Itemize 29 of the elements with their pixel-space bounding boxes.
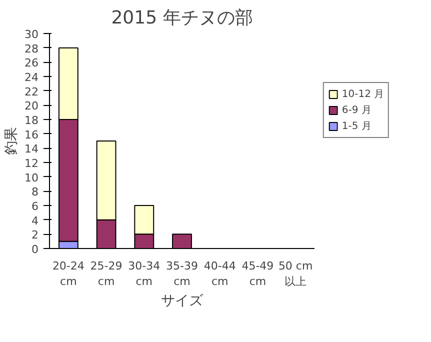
y-tick-label: 10 [24,171,39,184]
y-tick-label: 24 [24,71,39,84]
y-tick-label: 18 [24,114,39,127]
y-tick-label: 12 [24,157,39,170]
x-axis-title: サイズ [161,293,204,310]
x-tick-label: 35-39 cm [166,260,198,288]
y-tick-label: 16 [24,128,39,142]
y-tick-label: 4 [32,214,38,228]
chart-title: 2015 年チヌの部 [111,8,253,28]
y-tick-label: 2 [32,228,38,242]
x-tick-label: 20-24 cm [52,260,84,288]
y-tick-label: 28 [24,42,39,56]
y-axis-title: 釣果 [4,127,20,155]
y-tick-label: 26 [24,56,39,70]
y-tick-label: 22 [24,85,39,98]
y-tick-label: 8 [32,186,38,199]
y-tick-label: 30 [24,28,39,41]
legend-label: 10-12 月 [342,88,384,100]
y-tick-label: 14 [24,142,39,156]
y-tick-label: 0 [32,243,38,256]
legend-label: 6-9 月 [342,104,372,116]
legend-label: 1-5 月 [342,120,372,132]
y-tick-label: 20 [24,100,39,113]
x-tick-label: 50 cm 以上 [278,260,313,288]
y-tick-label: 6 [32,200,38,213]
x-tick-label: 40-44 cm [204,260,236,288]
x-tick-label: 30-34 cm [128,260,160,288]
x-tick-label: 25-29 cm [90,260,122,288]
x-tick-label: 45-49 cm [242,260,274,288]
